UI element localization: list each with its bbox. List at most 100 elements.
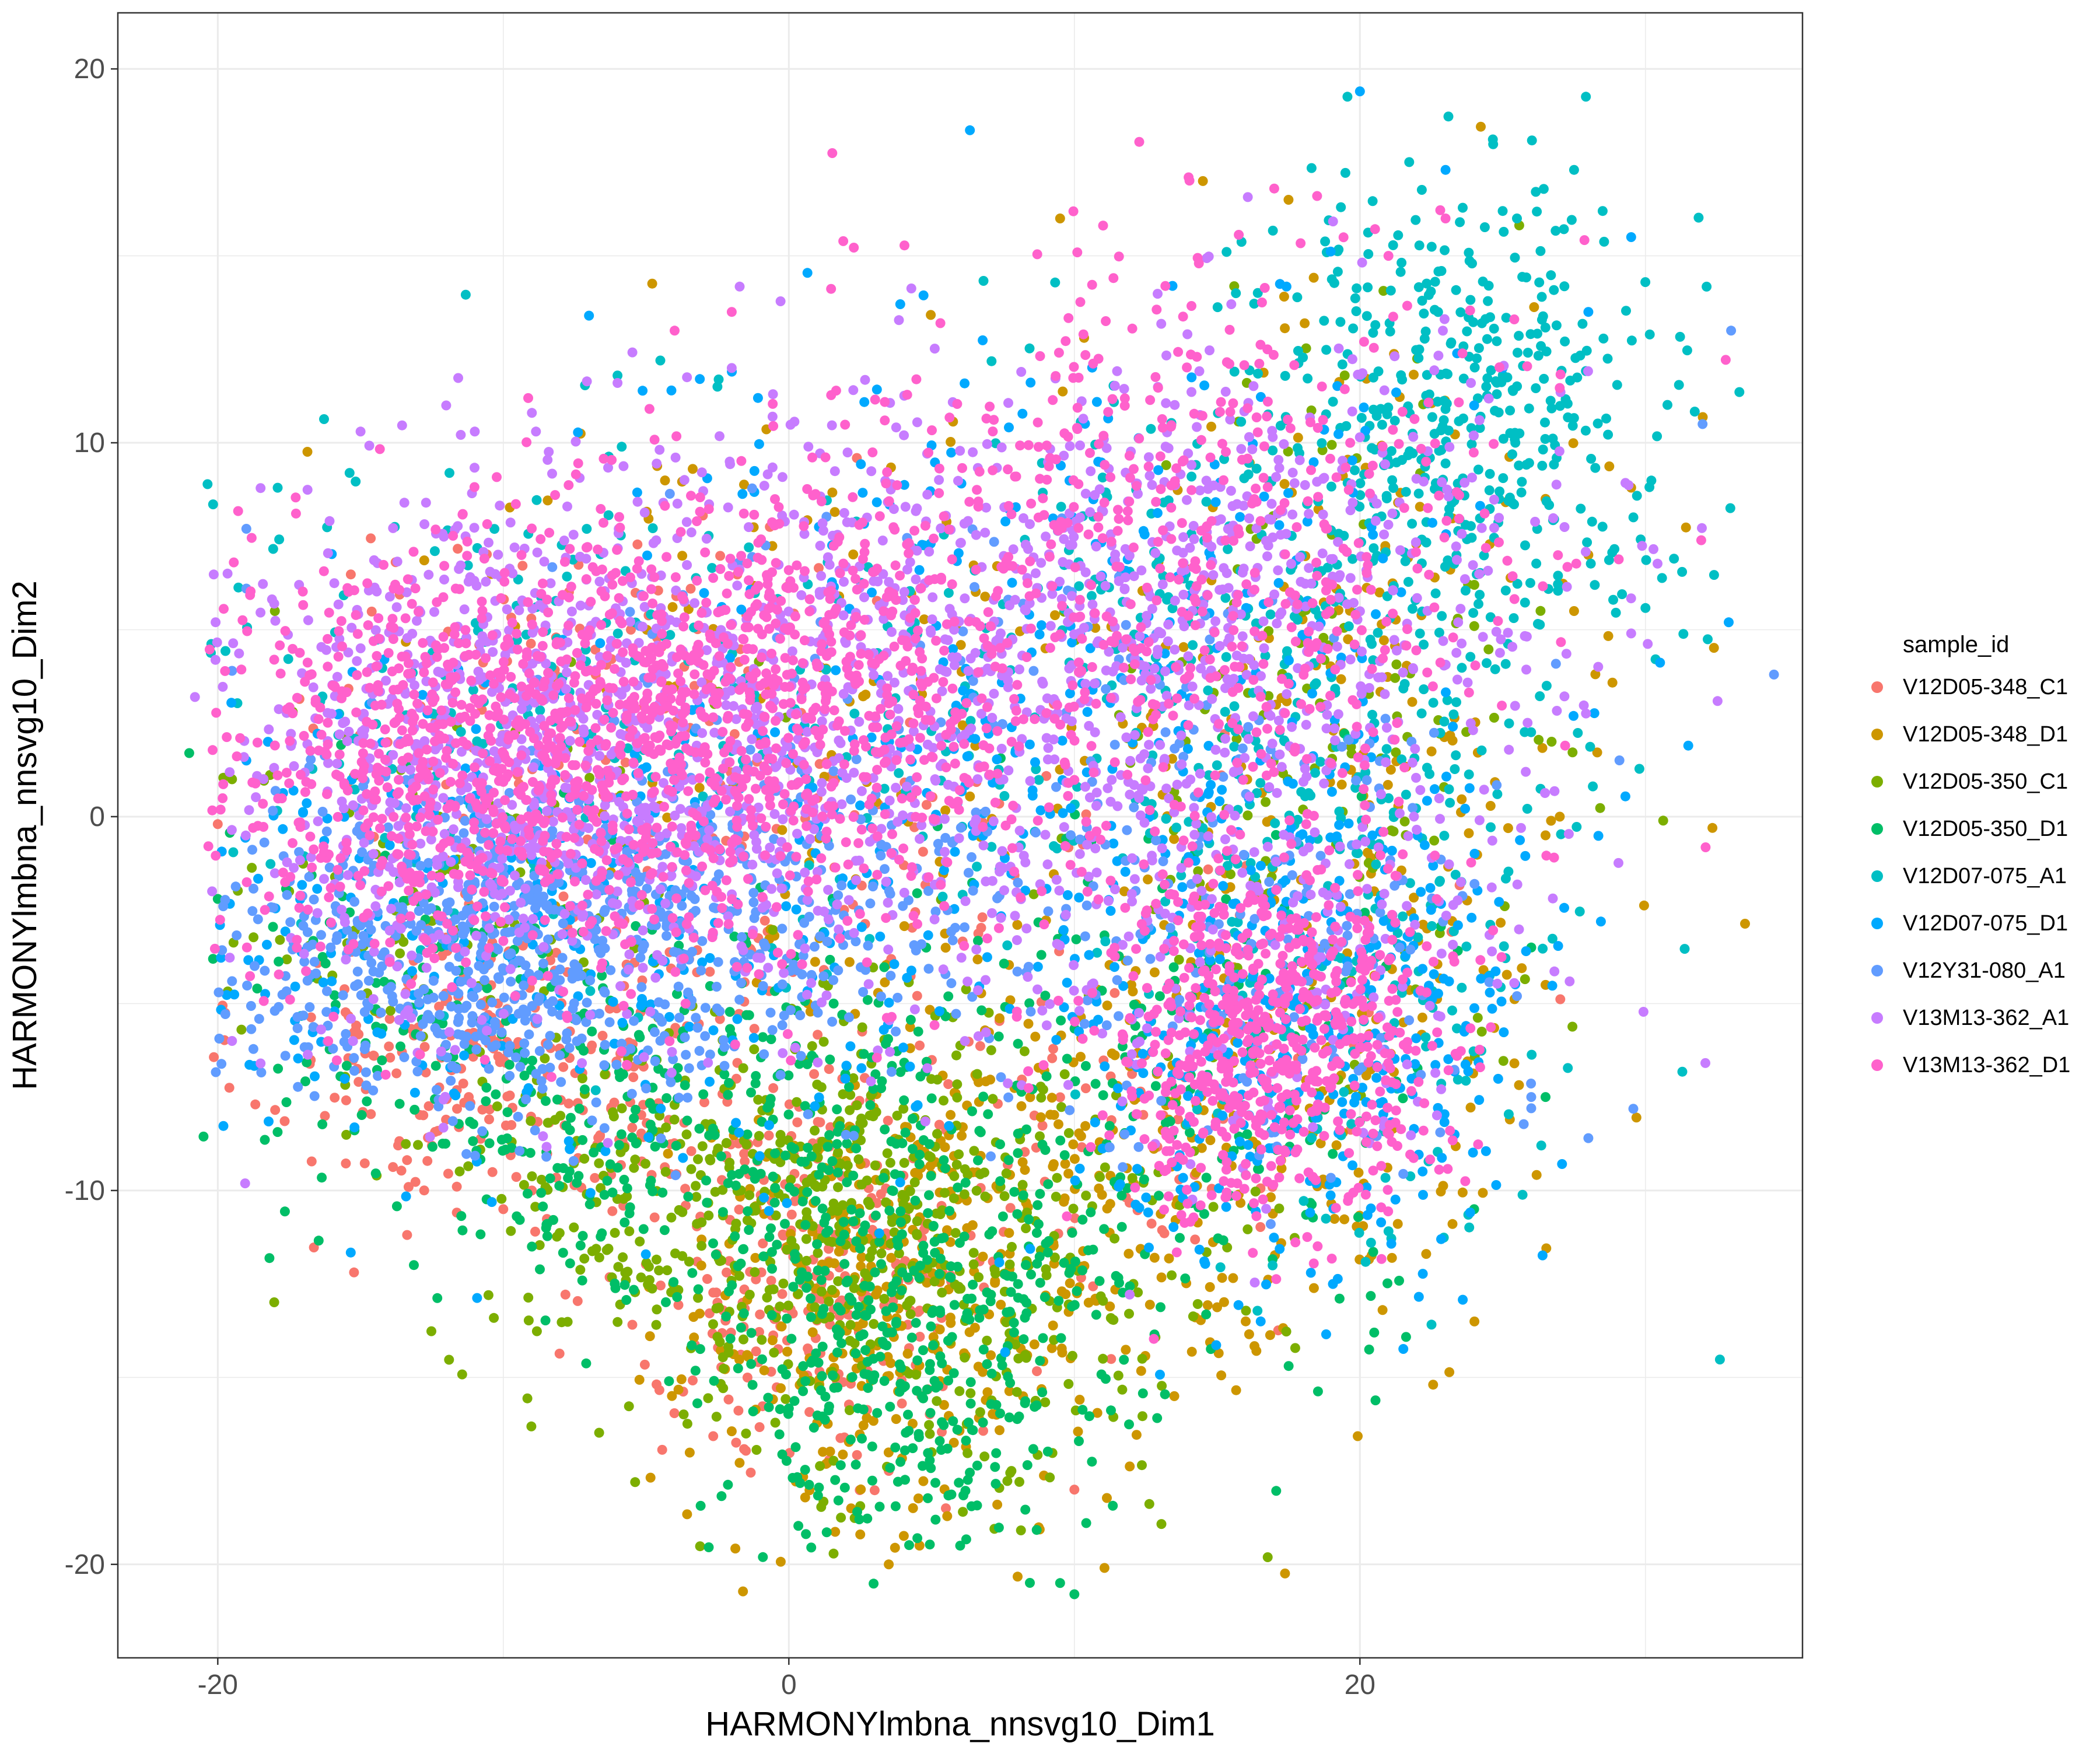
data-point — [1632, 491, 1642, 501]
data-point — [523, 1315, 534, 1326]
data-point — [1447, 1005, 1457, 1016]
data-point — [1051, 1192, 1061, 1202]
data-point — [1414, 240, 1424, 251]
data-point — [647, 278, 657, 289]
data-point — [990, 1268, 1000, 1279]
data-point — [1380, 1172, 1391, 1183]
data-point — [1336, 779, 1347, 790]
data-point — [1492, 789, 1503, 799]
data-point — [1105, 1301, 1115, 1312]
data-point — [410, 1104, 420, 1115]
data-point — [419, 1185, 429, 1196]
data-point — [1171, 822, 1182, 833]
data-point — [885, 1157, 895, 1168]
data-point — [617, 1103, 627, 1114]
data-point — [452, 1104, 462, 1114]
data-point — [1464, 828, 1474, 838]
data-point — [594, 1427, 604, 1438]
data-point — [385, 1006, 396, 1016]
data-point — [862, 1357, 873, 1367]
data-point — [928, 1221, 939, 1231]
data-point — [1428, 1380, 1438, 1390]
data-point — [1434, 877, 1445, 887]
data-point — [669, 1408, 680, 1419]
data-point — [964, 1314, 975, 1325]
data-point — [1396, 257, 1407, 268]
data-point — [1223, 544, 1233, 554]
data-point — [1508, 613, 1519, 624]
data-point — [1371, 411, 1382, 421]
data-point — [792, 1097, 802, 1107]
data-point — [526, 1116, 536, 1126]
data-point — [715, 551, 726, 561]
data-point — [801, 1234, 811, 1244]
data-point — [667, 1391, 677, 1401]
data-point — [1662, 400, 1672, 410]
data-point — [999, 791, 1010, 801]
data-point — [1321, 345, 1332, 355]
data-point — [402, 1155, 412, 1166]
data-point — [1507, 385, 1518, 395]
data-point — [1601, 414, 1611, 424]
data-point — [1274, 1203, 1284, 1214]
data-point — [766, 1310, 777, 1320]
data-point — [817, 1162, 827, 1172]
data-point — [924, 1190, 934, 1200]
data-point — [1058, 386, 1068, 397]
data-point — [1048, 1044, 1058, 1054]
data-point — [1382, 1278, 1392, 1289]
data-point — [858, 1420, 869, 1430]
data-point — [1401, 487, 1411, 497]
data-point — [668, 1277, 679, 1287]
data-point — [866, 1304, 876, 1315]
data-point — [935, 1324, 945, 1335]
data-point — [629, 1113, 639, 1124]
data-point — [887, 1185, 897, 1196]
data-point — [1549, 459, 1559, 470]
data-point — [1219, 1297, 1229, 1307]
data-point — [1401, 1332, 1411, 1342]
data-point — [1570, 353, 1581, 363]
data-point — [995, 1013, 1005, 1024]
data-point — [1678, 629, 1689, 639]
data-point — [1394, 1276, 1404, 1286]
data-point — [621, 1295, 632, 1305]
data-point — [1612, 380, 1622, 390]
data-point — [768, 1083, 779, 1093]
data-point — [1581, 345, 1592, 356]
data-point — [1212, 760, 1222, 771]
data-point — [1293, 346, 1303, 356]
data-point — [1419, 684, 1429, 695]
data-point — [918, 1476, 929, 1486]
data-point — [535, 1264, 545, 1275]
data-point — [1658, 816, 1668, 826]
data-point — [912, 991, 922, 1001]
data-points — [184, 86, 1779, 1600]
data-point — [725, 1334, 736, 1344]
data-point — [918, 1461, 928, 1471]
data-point — [1201, 1172, 1212, 1183]
data-point — [669, 1114, 680, 1125]
data-point — [813, 1248, 823, 1258]
data-point — [554, 1181, 565, 1191]
data-point — [747, 1380, 758, 1390]
data-point — [1190, 1234, 1200, 1245]
data-point — [409, 1260, 419, 1270]
data-point — [452, 1181, 462, 1192]
data-point — [1069, 1154, 1080, 1164]
data-point — [349, 1267, 359, 1278]
data-point — [1033, 1219, 1044, 1230]
data-point — [1476, 746, 1487, 755]
data-point — [977, 912, 988, 922]
data-point — [1517, 963, 1527, 974]
data-point — [789, 1143, 800, 1154]
data-point — [764, 1130, 774, 1141]
data-point — [1068, 1350, 1077, 1361]
data-point — [719, 1363, 729, 1374]
data-point — [496, 1194, 507, 1204]
data-point — [835, 1433, 846, 1443]
data-point — [1041, 771, 1052, 781]
data-point — [1138, 1049, 1148, 1059]
data-point — [696, 1261, 706, 1270]
data-point — [1374, 587, 1385, 598]
